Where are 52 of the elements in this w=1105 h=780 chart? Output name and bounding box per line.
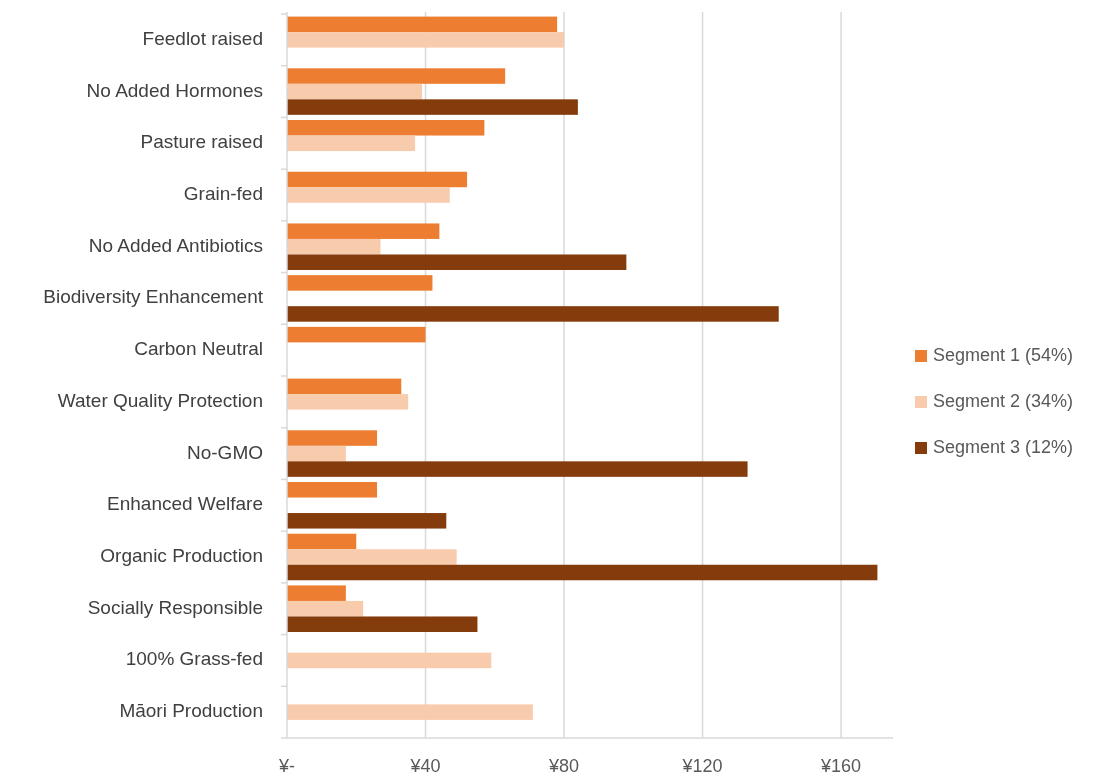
bar bbox=[287, 99, 578, 115]
bar bbox=[287, 704, 533, 720]
bar bbox=[287, 32, 565, 48]
bar bbox=[287, 430, 378, 446]
bar bbox=[287, 135, 416, 152]
x-tick-label: ¥80 bbox=[548, 756, 580, 776]
bar bbox=[287, 461, 748, 477]
bar bbox=[287, 238, 381, 255]
bar bbox=[287, 564, 878, 581]
bar bbox=[287, 68, 506, 84]
bar bbox=[287, 83, 423, 100]
bar bbox=[287, 445, 346, 462]
bar bbox=[287, 652, 492, 669]
bar bbox=[287, 533, 357, 550]
y-tick-label: Māori Production bbox=[119, 700, 263, 722]
bar bbox=[287, 513, 447, 529]
x-tick-label: ¥160 bbox=[820, 756, 862, 776]
bar bbox=[287, 275, 433, 291]
bar bbox=[287, 306, 779, 322]
bar bbox=[287, 223, 440, 239]
bar bbox=[287, 482, 378, 498]
y-tick-label: No Added Hormones bbox=[86, 79, 263, 101]
y-tick-label: Socially Responsible bbox=[87, 596, 263, 618]
bar bbox=[287, 254, 627, 270]
y-tick-label: Pasture raised bbox=[140, 131, 263, 153]
bar bbox=[287, 600, 364, 617]
legend-label: Segment 2 (34%) bbox=[933, 390, 1074, 411]
y-tick-label: Grain-fed bbox=[183, 183, 263, 205]
bar bbox=[287, 549, 457, 565]
bar bbox=[287, 585, 346, 601]
y-tick-label: Water Quality Protection bbox=[57, 389, 263, 411]
bar bbox=[287, 378, 402, 395]
y-tick-label: Feedlot raised bbox=[142, 27, 263, 49]
bar bbox=[287, 120, 485, 136]
bar bbox=[287, 326, 426, 343]
bar bbox=[287, 16, 558, 33]
y-tick-label: Biodiversity Enhancement bbox=[43, 286, 264, 308]
legend-label: Segment 1 (54%) bbox=[933, 344, 1074, 365]
legend-label: Segment 3 (12%) bbox=[933, 436, 1074, 457]
y-tick-label: Enhanced Welfare bbox=[107, 493, 263, 515]
y-tick-label: No-GMO bbox=[187, 441, 263, 463]
y-tick-label: No Added Antibiotics bbox=[88, 234, 263, 256]
y-tick-label: Organic Production bbox=[100, 545, 263, 567]
y-tick-label: 100% Grass-fed bbox=[125, 648, 263, 670]
bar bbox=[287, 616, 478, 632]
bar bbox=[287, 394, 409, 410]
x-tick-label: ¥40 bbox=[409, 756, 441, 776]
y-tick-label: Carbon Neutral bbox=[134, 338, 263, 360]
bar bbox=[287, 171, 468, 188]
x-tick-label: ¥120 bbox=[681, 756, 723, 776]
x-tick-label: ¥- bbox=[277, 756, 296, 776]
bar bbox=[287, 187, 450, 203]
